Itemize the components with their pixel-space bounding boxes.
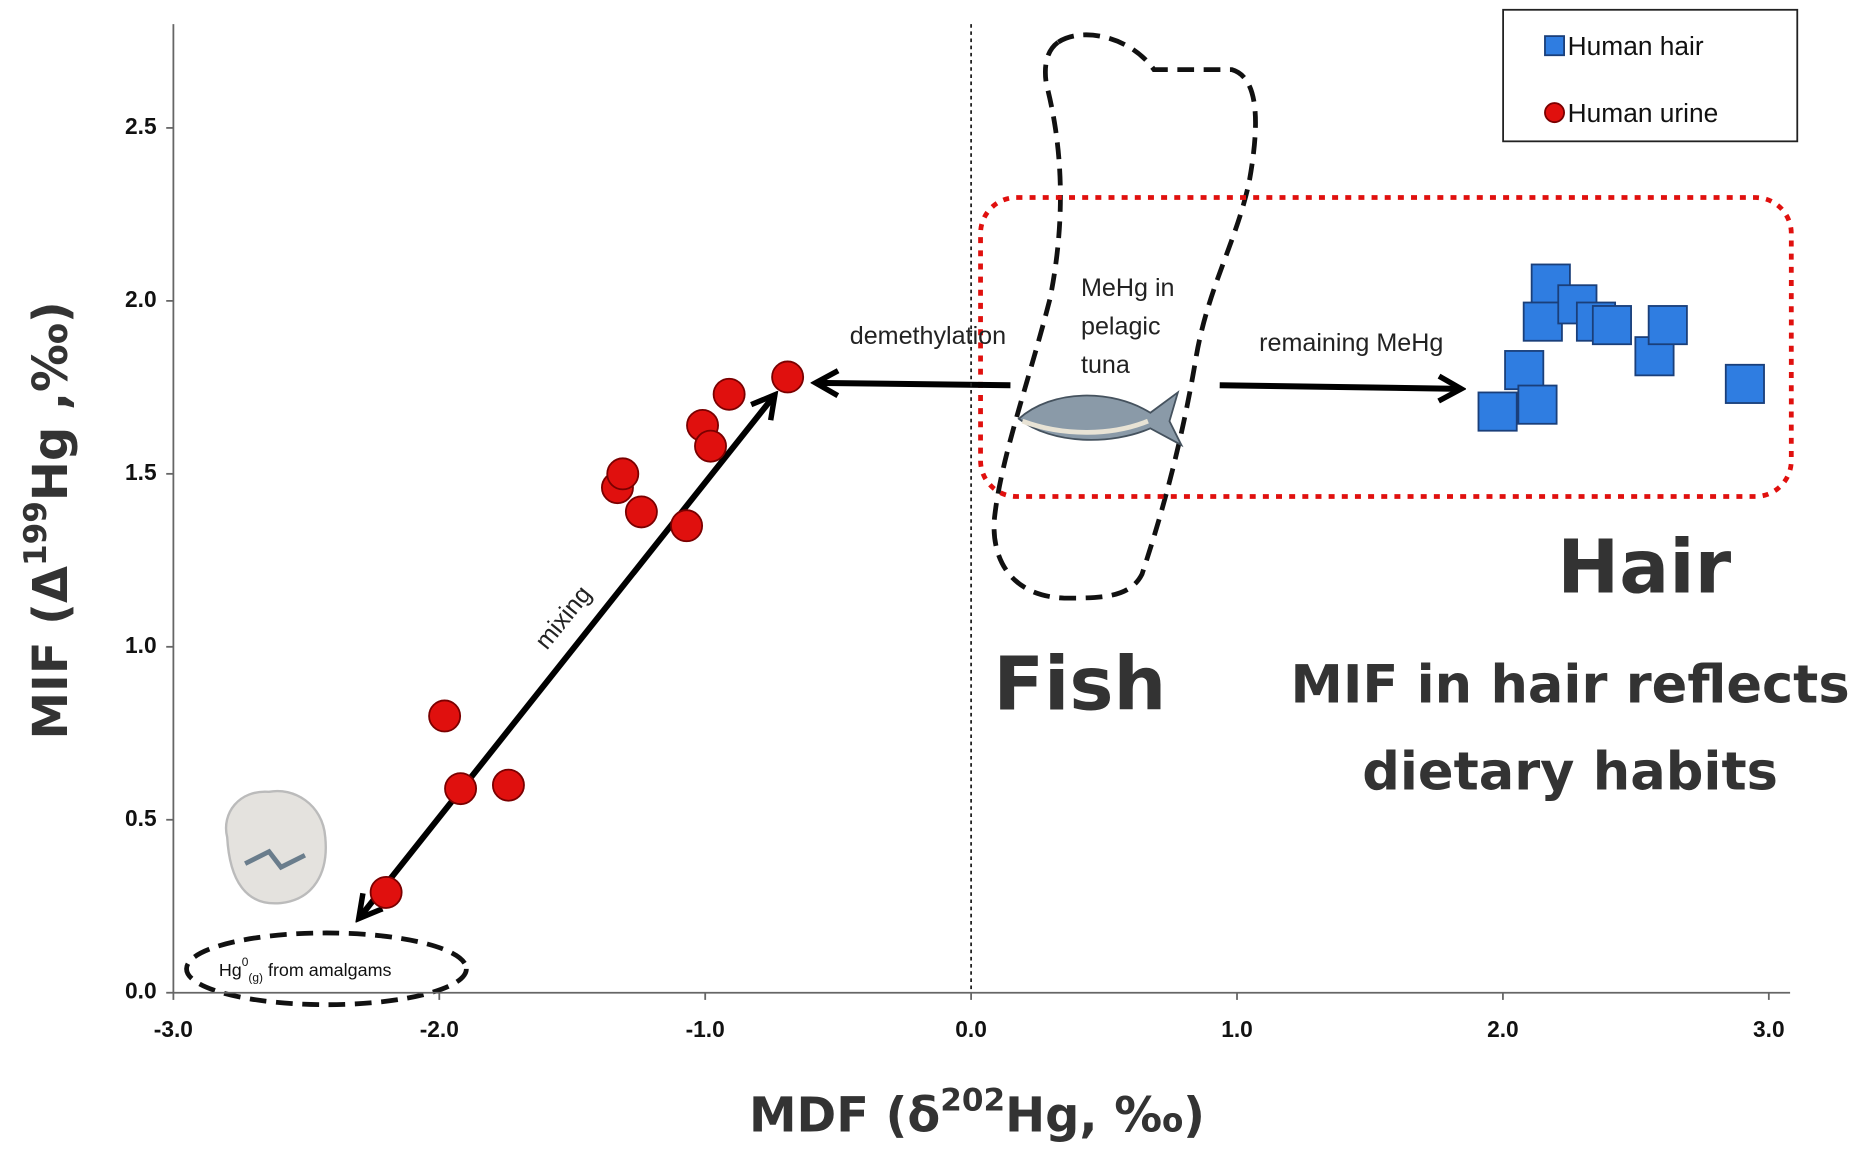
point bbox=[445, 773, 476, 804]
x-tick-label: 1.0 bbox=[1221, 1016, 1253, 1042]
y-tick-label: 0.0 bbox=[125, 978, 157, 1004]
y-axis-title-part: MIF (Δ bbox=[24, 566, 79, 740]
x-tick-label: 2.0 bbox=[1487, 1016, 1519, 1042]
annotation: tuna bbox=[1081, 351, 1130, 379]
x-tick-label: -3.0 bbox=[154, 1016, 193, 1042]
annotation: remaining MeHg bbox=[1259, 329, 1443, 357]
annotation-part: Hg bbox=[219, 960, 242, 980]
point bbox=[1649, 306, 1687, 344]
legend-label: Human urine bbox=[1568, 98, 1719, 128]
mixing-arrow bbox=[359, 395, 775, 919]
x-axis-title: MDF (δ202Hg, ‰) bbox=[749, 1083, 1205, 1144]
y-axis-title-part: Hg ,‰) bbox=[24, 301, 79, 501]
legend-marker bbox=[1545, 36, 1564, 55]
point bbox=[607, 458, 638, 489]
point bbox=[714, 379, 745, 410]
annotation-part: from amalgams bbox=[263, 960, 392, 980]
point bbox=[695, 431, 726, 462]
point bbox=[671, 510, 702, 541]
point bbox=[1518, 386, 1556, 424]
x-tick-label: -2.0 bbox=[420, 1016, 459, 1042]
point bbox=[1593, 306, 1631, 344]
y-tick-label: 1.0 bbox=[125, 632, 157, 658]
x-axis-title-part: Hg, ‰) bbox=[1005, 1088, 1205, 1143]
x-tick-label: 0.0 bbox=[955, 1016, 987, 1042]
annotation: mixing bbox=[530, 581, 597, 655]
point bbox=[493, 770, 524, 801]
annotation: demethylation bbox=[850, 322, 1006, 350]
y-tick-label: 2.0 bbox=[125, 286, 157, 312]
chart: demethylation remaining MeHg mixing MeHg… bbox=[0, 0, 1875, 1152]
point bbox=[1524, 303, 1562, 341]
annotation: MeHg in bbox=[1081, 274, 1175, 302]
point bbox=[371, 877, 402, 908]
y-axis-title-part: 199 bbox=[18, 501, 54, 566]
y-axis-title: MIF (Δ199Hg ,‰) bbox=[18, 301, 79, 739]
x-tick-label: 3.0 bbox=[1753, 1016, 1785, 1042]
annotation: pelagic bbox=[1081, 313, 1161, 341]
hair-label: Hair bbox=[1557, 524, 1731, 610]
message: MIF in hair reflects bbox=[1290, 654, 1849, 715]
point bbox=[1478, 392, 1516, 430]
point bbox=[772, 361, 803, 392]
x-tick-label: -1.0 bbox=[686, 1016, 725, 1042]
point bbox=[1505, 351, 1543, 389]
x-axis-title-part: 202 bbox=[940, 1083, 1005, 1119]
fish-label: Fish bbox=[993, 642, 1166, 728]
x-axis-title-part: MDF (δ bbox=[749, 1088, 940, 1143]
y-tick-label: 1.5 bbox=[125, 459, 157, 485]
remaining-arrow bbox=[1220, 385, 1462, 389]
tooth-icon bbox=[226, 791, 326, 903]
annotation-part: (g) bbox=[248, 971, 263, 985]
y-tick-label: 0.5 bbox=[125, 805, 157, 831]
demethylation-arrow bbox=[816, 383, 1011, 385]
annotation: Hg0 (g) from amalgams bbox=[219, 955, 392, 985]
message: dietary habits bbox=[1362, 742, 1778, 803]
point bbox=[1726, 365, 1764, 403]
tuna-icon bbox=[1019, 392, 1182, 445]
legend-marker bbox=[1545, 103, 1564, 122]
legend-label: Human hair bbox=[1568, 31, 1704, 61]
point bbox=[429, 700, 460, 731]
annotation-part: 0 bbox=[242, 955, 249, 969]
point bbox=[626, 496, 657, 527]
y-tick-label: 2.5 bbox=[125, 113, 157, 139]
